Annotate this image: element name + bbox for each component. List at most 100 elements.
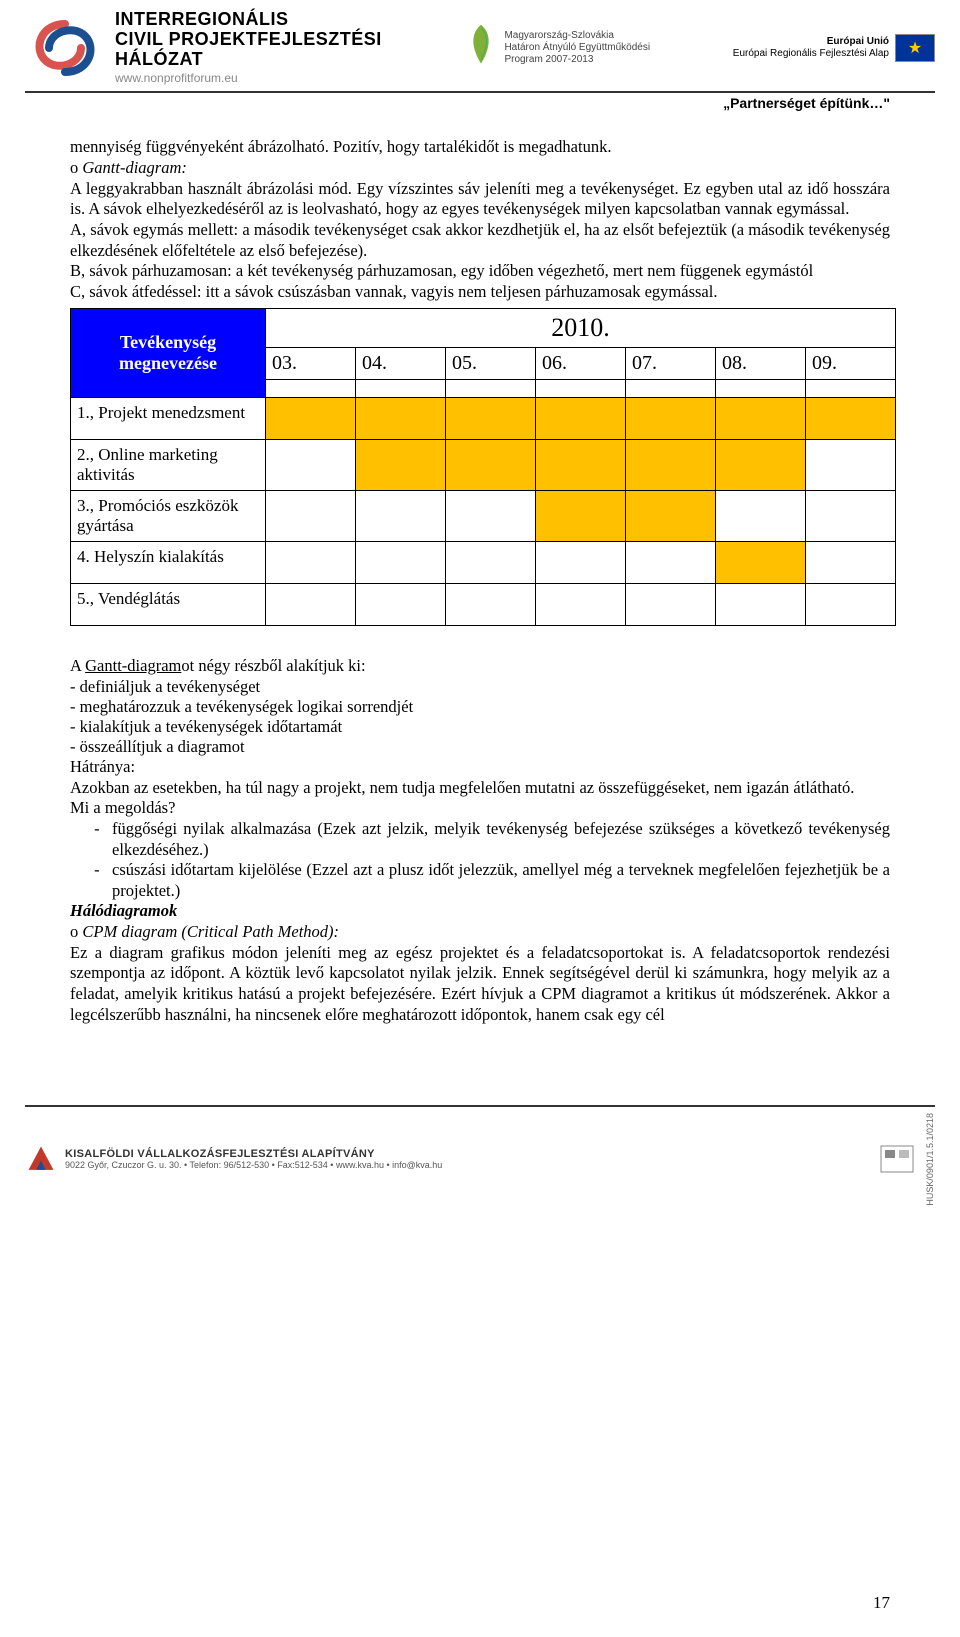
header-mid: Magyarország-Szlovákia Határon Átnyúló E…	[464, 23, 650, 72]
gantt-row: 2., Online marketing aktivitás	[71, 440, 896, 491]
sol-1: függőségi nyilak alkalmazása (Ezek azt j…	[112, 819, 890, 860]
gantt-italic: Gantt-diagram:	[82, 158, 187, 177]
gantt-month-0: 03.	[266, 348, 356, 380]
mi-label: Mi a megoldás?	[70, 798, 890, 819]
section-after: A Gantt-diagramot négy részből alakítjuk…	[70, 656, 890, 1025]
footer-addr: 9022 Győr, Czuczor G. u. 30. • Telefon: …	[65, 1160, 442, 1170]
gantt-month-6: 09.	[806, 348, 896, 380]
para-5: B, sávok párhuzamosan: a két tevékenység…	[70, 261, 890, 282]
gantt-cell-filled	[536, 398, 626, 440]
cpm-italic: CPM diagram (Critical Path Method):	[82, 922, 339, 941]
gantt-month-1: 04.	[356, 348, 446, 380]
gantt-year: 2010.	[266, 309, 896, 348]
step-0: definiáljuk a tevékenységet	[70, 677, 890, 697]
gantt-row: 1., Projekt menedzsment	[71, 398, 896, 440]
hatranya-body: Azokban az esetekben, ha túl nagy a proj…	[70, 778, 890, 799]
footer-text-block: KISALFÖLDI VÁLLALKOZÁSFEJLESZTÉSI ALAPÍT…	[65, 1148, 442, 1170]
after-intro-c: ot négy részből alakítjuk ki:	[181, 656, 365, 675]
gantt-cell-filled	[356, 398, 446, 440]
gantt-row-label: 2., Online marketing aktivitás	[71, 440, 266, 491]
gantt-header-pad	[806, 380, 896, 398]
cpm-body: Ez a diagram grafikus módon jeleníti meg…	[70, 943, 890, 1026]
gantt-chart: Tevékenység megnevezése2010.03.04.05.06.…	[70, 308, 890, 626]
header-title-block: INTERREGIONÁLIS CIVIL PROJEKTFEJLESZTÉSI…	[115, 10, 382, 85]
step-3: összeállítjuk a diagramot	[70, 737, 890, 757]
gantt-cell-filled	[446, 398, 536, 440]
halo-text: Hálódiagramok	[70, 901, 177, 920]
gantt-header-pad	[716, 380, 806, 398]
gantt-row: 3., Promóciós eszközök gyártása	[71, 491, 896, 542]
content-area: mennyiség függvényeként ábrázolható. Poz…	[0, 111, 960, 1035]
gantt-month-2: 05.	[446, 348, 536, 380]
gantt-prefix: o	[70, 158, 82, 177]
sol-2: csúszási időtartam kijelölése (Ezzel azt…	[112, 860, 890, 901]
gantt-cell-empty	[806, 440, 896, 491]
mid-line-2: Határon Átnyúló Együttműködési	[504, 42, 650, 54]
header-left: INTERREGIONÁLIS CIVIL PROJEKTFEJLESZTÉSI…	[25, 10, 382, 85]
solutions-list: függőségi nyilak alkalmazása (Ezek azt j…	[70, 819, 890, 902]
para-6: C, sávok átfedéssel: itt a sávok csúszás…	[70, 282, 890, 303]
swirl-logo-icon	[25, 15, 105, 81]
gantt-row: 5., Vendéglátás	[71, 584, 896, 626]
gantt-name-header: Tevékenység megnevezése	[71, 309, 266, 398]
header-mid-text: Magyarország-Szlovákia Határon Átnyúló E…	[504, 30, 650, 66]
gantt-cell-filled	[536, 491, 626, 542]
gantt-cell-filled	[446, 440, 536, 491]
gantt-cell-filled	[716, 542, 806, 584]
gantt-cell-empty	[266, 491, 356, 542]
gantt-cell-empty	[626, 584, 716, 626]
footer-divider	[25, 1105, 935, 1107]
gantt-cell-empty	[356, 542, 446, 584]
steps-list: definiáljuk a tevékenységet meghatározzu…	[70, 677, 890, 757]
para-3: A leggyakrabban használt ábrázolási mód.…	[70, 179, 890, 220]
right-line-2: Európai Regionális Fejlesztési Alap	[733, 48, 889, 60]
mid-line-3: Program 2007-2013	[504, 54, 650, 66]
gantt-cell-empty	[356, 491, 446, 542]
page-header: INTERREGIONÁLIS CIVIL PROJEKTFEJLESZTÉSI…	[0, 0, 960, 89]
gantt-month-4: 07.	[626, 348, 716, 380]
header-title-1: INTERREGIONÁLIS	[115, 10, 382, 30]
gantt-row-label: 5., Vendéglátás	[71, 584, 266, 626]
right-line-1: Európai Unió	[733, 36, 889, 48]
footer-left: KISALFÖLDI VÁLLALKOZÁSFEJLESZTÉSI ALAPÍT…	[25, 1145, 442, 1173]
gantt-cell-empty	[266, 542, 356, 584]
gantt-cell-empty	[266, 584, 356, 626]
mid-line-1: Magyarország-Szlovákia	[504, 30, 650, 42]
footer-org: KISALFÖLDI VÁLLALKOZÁSFEJLESZTÉSI ALAPÍT…	[65, 1148, 442, 1160]
gantt-body: Tevékenység megnevezése2010.03.04.05.06.…	[71, 309, 896, 626]
para-4: A, sávok egymás mellett: a második tevék…	[70, 220, 890, 261]
gantt-table: Tevékenység megnevezése2010.03.04.05.06.…	[70, 308, 896, 626]
page-number: 17	[873, 1593, 890, 1613]
gantt-month-3: 06.	[536, 348, 626, 380]
gantt-cell-empty	[716, 491, 806, 542]
gantt-cell-empty	[626, 542, 716, 584]
gantt-cell-empty	[446, 491, 536, 542]
gantt-cell-empty	[446, 542, 536, 584]
cpm-heading: o CPM diagram (Critical Path Method):	[70, 922, 890, 943]
header-right-text: Európai Unió Európai Regionális Fejleszt…	[733, 36, 889, 60]
footer-logo-icon	[25, 1145, 57, 1173]
halo-heading: Hálódiagramok	[70, 901, 890, 922]
gantt-cell-filled	[716, 398, 806, 440]
after-intro: A Gantt-diagramot négy részből alakítjuk…	[70, 656, 890, 677]
para-gantt-heading: o Gantt-diagram:	[70, 158, 890, 179]
gantt-header-pad	[446, 380, 536, 398]
gantt-cell-empty	[806, 542, 896, 584]
para-intro-1: mennyiség függvényeként ábrázolható. Poz…	[70, 137, 890, 158]
gantt-cell-empty	[356, 584, 446, 626]
gantt-cell-filled	[806, 398, 896, 440]
gantt-cell-empty	[806, 584, 896, 626]
hatranya-label: Hátránya:	[70, 757, 890, 778]
header-url: www.nonprofitforum.eu	[115, 71, 382, 85]
cpm-prefix: o	[70, 922, 82, 941]
gantt-cell-filled	[716, 440, 806, 491]
gantt-row-label: 4. Helyszín kialakítás	[71, 542, 266, 584]
gantt-cell-empty	[446, 584, 536, 626]
gantt-header-pad	[626, 380, 716, 398]
eu-flag-icon: ★	[895, 34, 935, 62]
header-title-2: CIVIL PROJEKTFEJLESZTÉSI	[115, 30, 382, 50]
footer-row: KISALFÖLDI VÁLLALKOZÁSFEJLESZTÉSI ALAPÍT…	[25, 1113, 935, 1206]
gantt-header-pad	[536, 380, 626, 398]
footer-code: HUSK/0901/1.5.1/0218	[925, 1113, 935, 1206]
after-intro-b: Gantt-diagram	[85, 656, 181, 675]
